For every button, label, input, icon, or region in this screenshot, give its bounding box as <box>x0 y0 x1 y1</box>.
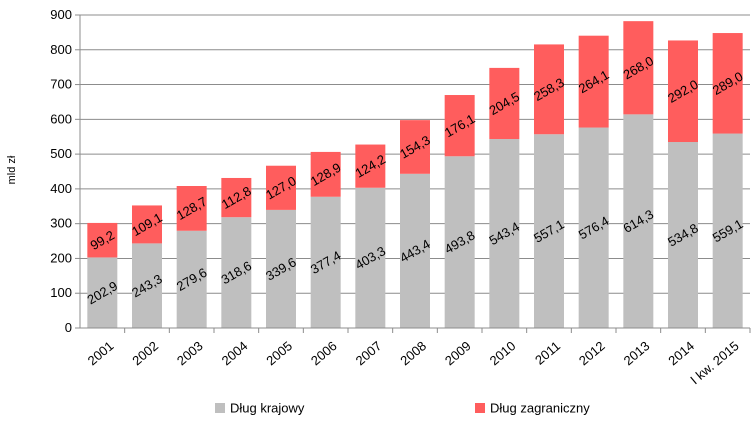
bar-foreign-debt <box>355 144 386 188</box>
y-tick-label: 700 <box>50 77 72 92</box>
y-tick-label: 0 <box>65 320 72 335</box>
x-tick-label: 2001 <box>85 338 117 368</box>
y-tick-label: 100 <box>50 285 72 300</box>
bar-domestic-debt <box>444 156 475 328</box>
y-tick-label: 800 <box>50 42 72 57</box>
x-tick-label: 2003 <box>174 338 206 368</box>
bar-foreign-debt <box>489 67 520 140</box>
bar-domestic-debt <box>489 139 520 328</box>
bar-domestic-debt <box>355 187 386 328</box>
bar-domestic-debt <box>87 257 118 328</box>
bar-foreign-debt <box>176 186 207 231</box>
x-tick-label: 2013 <box>621 338 653 368</box>
legend-label-domestic: Dług krajowy <box>230 401 305 416</box>
x-tick-label: 2012 <box>576 338 608 368</box>
bar-domestic-debt <box>176 230 207 328</box>
legend-swatch-foreign <box>475 403 485 413</box>
x-tick-label: 2008 <box>397 338 429 368</box>
x-tick-label: I kw. 2015 <box>687 338 741 387</box>
x-tick-label: 2011 <box>532 338 563 367</box>
bar-domestic-debt <box>712 133 743 328</box>
bar-foreign-debt <box>444 95 475 157</box>
bar-domestic-debt <box>578 127 609 328</box>
y-tick-label: 500 <box>50 146 72 161</box>
legend: Dług krajowy Dług zagraniczny <box>215 401 590 416</box>
x-tick-label: 2004 <box>219 338 251 368</box>
x-tick-label: 2009 <box>442 338 474 368</box>
bar-foreign-debt <box>221 177 252 218</box>
y-tick-label: 600 <box>50 111 72 126</box>
x-tick-label: 2002 <box>129 338 161 368</box>
x-tick-label: 2010 <box>487 338 519 368</box>
bar-foreign-debt <box>132 205 162 244</box>
legend-swatch-domestic <box>215 403 225 413</box>
y-tick-label: 900 <box>50 7 72 22</box>
x-tick-label: 2006 <box>308 338 340 368</box>
bar-foreign-debt <box>400 120 430 174</box>
bar-foreign-debt <box>668 40 698 143</box>
bar-foreign-debt <box>712 33 743 134</box>
bar-domestic-debt <box>534 134 564 328</box>
bar-foreign-debt <box>87 222 118 258</box>
bar-domestic-debt <box>310 196 341 328</box>
bar-foreign-debt <box>266 165 296 210</box>
x-tick-label: 2005 <box>263 338 295 368</box>
x-tick-label: 2007 <box>353 338 385 368</box>
y-tick-label: 300 <box>50 216 72 231</box>
bar-domestic-debt <box>132 243 162 328</box>
bar-foreign-debt <box>623 21 654 115</box>
bar-foreign-debt <box>534 44 564 135</box>
y-tick-label: 400 <box>50 181 72 196</box>
x-axis-ticks: 2001 2002 2003 2004 2005 2006 2007 2008 2009 2010… <box>85 338 742 387</box>
legend-label-foreign: Dług zagraniczny <box>490 401 590 416</box>
bar-domestic-debt <box>221 217 252 328</box>
bar-foreign-debt <box>310 151 341 197</box>
bar-domestic-debt <box>400 173 430 328</box>
y-axis-ticks: 0 100 200 300 400 500 600 700 800 900 <box>50 7 72 335</box>
y-tick-label: 200 <box>50 250 72 265</box>
bar-domestic-debt <box>266 209 296 328</box>
bar-domestic-debt <box>623 114 654 328</box>
y-axis-title: mld zł <box>6 155 18 184</box>
bar-foreign-debt <box>578 35 609 128</box>
x-tick-label: 2014 <box>665 338 697 368</box>
bars <box>87 21 743 328</box>
bar-domestic-debt <box>668 142 698 328</box>
axes <box>75 14 751 333</box>
